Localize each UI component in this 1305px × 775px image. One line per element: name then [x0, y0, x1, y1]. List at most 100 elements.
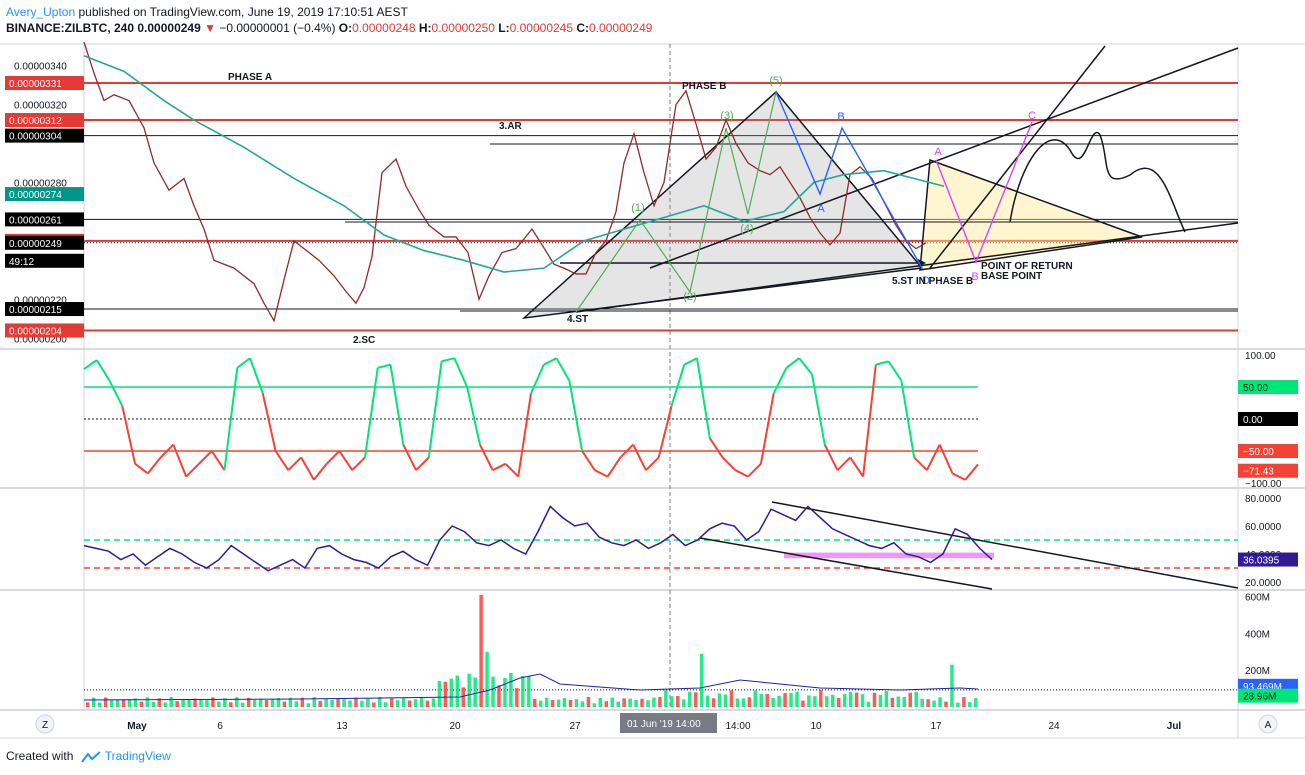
volume-bar	[825, 696, 829, 707]
price-badge: 0.00000249	[9, 239, 62, 250]
oscillator-badge-bg	[1238, 412, 1298, 426]
publish-line: Avery_Upton published on TradingView.com…	[6, 4, 1206, 20]
oscillator-segment	[108, 380, 124, 407]
oscillator-segment	[632, 444, 647, 471]
volume-bar	[527, 676, 531, 707]
rsi-badge-bg	[1238, 552, 1298, 567]
tradingview-link[interactable]: TradingView	[104, 749, 171, 763]
price-badge-bg	[5, 302, 84, 317]
volume-bar	[455, 675, 460, 707]
volume-bar	[103, 697, 108, 707]
oscillator-segment	[568, 380, 584, 452]
volume-bar	[449, 678, 454, 707]
oscillator-segment	[772, 367, 788, 394]
volume-bar	[771, 697, 775, 707]
rsi-badge: 36.0395	[1243, 556, 1280, 567]
phase-annotation: 3.AR	[499, 121, 523, 132]
oscillator-segment	[810, 374, 826, 445]
price-tick-label: 0.00000340	[14, 61, 67, 72]
volume-bar	[753, 690, 758, 707]
volume-bar	[497, 685, 501, 707]
price-badge: 0.00000331	[9, 79, 62, 90]
author-link[interactable]: Avery_Upton	[6, 5, 76, 19]
high-label: H:	[418, 21, 432, 35]
oscillator-badge: 50.00	[1243, 383, 1268, 394]
volume-bar	[801, 700, 805, 707]
oscillator-segment	[300, 456, 315, 481]
volume-bar	[443, 681, 448, 707]
auto-button-circle	[1258, 714, 1278, 734]
volume-bar	[574, 699, 579, 707]
oscillator-segment	[363, 367, 379, 458]
volume-bar	[610, 697, 614, 707]
price-badge-bg	[5, 113, 84, 128]
oscillator-segment	[223, 367, 239, 471]
oscillator-segment	[530, 364, 545, 394]
volume-bar	[246, 697, 251, 707]
rsi-highlight-zone	[784, 552, 994, 559]
oscillator-segment	[670, 364, 686, 407]
volume-bar	[652, 697, 656, 707]
volume-bar	[437, 680, 442, 707]
publish-info: published on TradingView.com, June 19, 2…	[78, 5, 408, 19]
volume-bar	[920, 698, 924, 707]
volume-bar	[521, 675, 525, 707]
volume-bar	[366, 698, 370, 707]
tradingview-logo-icon	[80, 751, 101, 763]
volume-bar	[509, 672, 513, 707]
oscillator-segment	[441, 357, 455, 363]
phase-annotation: BASE POINT	[981, 271, 1042, 282]
volume-tick-label: 600M	[1245, 593, 1270, 604]
oscillator-segment	[83, 359, 98, 370]
elliott-wave-path	[575, 91, 777, 313]
volume-bar	[264, 700, 269, 707]
oscillator-segment	[708, 437, 724, 458]
oscillator-segment	[785, 357, 800, 369]
volume-bar	[372, 702, 376, 707]
volume-bar	[491, 676, 495, 707]
volume-bar	[890, 697, 895, 707]
created-with-label: Created with	[6, 749, 74, 763]
oscillator-segment	[952, 472, 966, 481]
price-badge-bg	[5, 212, 84, 227]
volume-bar	[670, 696, 674, 707]
wave-label: (1)	[631, 202, 644, 214]
volume-bar	[765, 693, 769, 707]
oscillator-segment	[683, 357, 698, 366]
volume-bar	[181, 698, 185, 707]
auto-button-label: A	[1265, 720, 1272, 731]
rsi-trend-lower	[699, 537, 993, 590]
volume-bar	[193, 698, 197, 707]
volume-bar	[705, 695, 710, 707]
oscillator-segment	[198, 450, 213, 465]
price-tick-label: 0.00000280	[14, 178, 67, 189]
volume-bar	[836, 698, 841, 707]
oscillator-segment	[619, 443, 634, 459]
volume-bar	[515, 688, 519, 707]
volume-bar	[866, 701, 871, 707]
rsi-trend-upper	[771, 501, 1239, 589]
volume-bar	[217, 701, 221, 707]
price-badge-bg	[5, 323, 84, 338]
footer: Created with TradingView	[6, 749, 171, 763]
auto-scale-button[interactable]: A	[1258, 714, 1278, 734]
oscillator-segment	[492, 462, 506, 472]
oscillator-tick-label: −100.00	[1245, 479, 1282, 490]
volume-bar	[145, 697, 150, 707]
harmonic-label-a: A	[817, 203, 825, 215]
volume-bar	[336, 698, 340, 707]
volume-bar	[592, 703, 597, 707]
volume-bar	[413, 699, 418, 707]
wave-label: (2)	[683, 291, 696, 303]
volume-bar	[229, 702, 233, 707]
time-tick-label: 10	[810, 721, 822, 732]
zoom-reset-button[interactable]: Z	[35, 714, 55, 734]
volume-bar	[378, 696, 382, 707]
symbol-label[interactable]: BINANCE:ZILBTC, 240	[6, 21, 135, 35]
volume-bar	[950, 664, 954, 707]
volume-ma-badge: 93.469M	[1243, 682, 1282, 693]
rsi-tick-label: 60.0000	[1245, 522, 1282, 533]
volume-bar	[932, 700, 936, 707]
time-tick-label: 20	[449, 721, 461, 732]
